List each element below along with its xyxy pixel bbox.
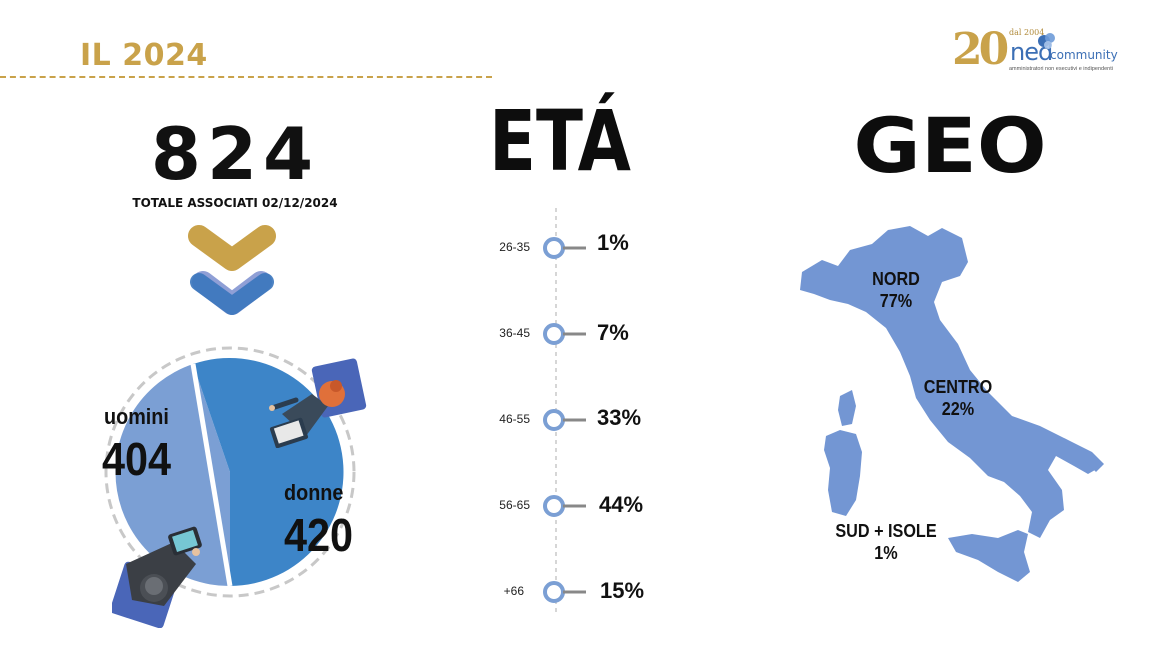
age-percent: 44% bbox=[599, 492, 644, 517]
logo-since-text: dal 2004 bbox=[1009, 28, 1045, 37]
region-name: SUD + ISOLE bbox=[835, 521, 937, 541]
logo-tagline: amministratori non esecutivi e indipende… bbox=[1009, 66, 1113, 72]
age-marker-icon bbox=[543, 237, 586, 259]
logo-anniversary-number: 20 bbox=[952, 24, 1009, 75]
age-section-title: ETÁ bbox=[488, 92, 631, 190]
total-members-number: 824 bbox=[150, 112, 320, 196]
age-percent: 1% bbox=[597, 230, 629, 255]
page-title: IL 2024 bbox=[80, 38, 208, 73]
age-range-label: 46-55 bbox=[499, 412, 530, 426]
men-label: uomini bbox=[104, 404, 169, 429]
women-label: donne bbox=[284, 480, 344, 505]
age-range-label: +66 bbox=[503, 584, 524, 598]
chevron-down-icon bbox=[188, 225, 276, 315]
age-percent: 7% bbox=[597, 320, 629, 345]
region-sud-isole: SUD + ISOLE 1% bbox=[832, 520, 940, 564]
logo-bubbles-icon bbox=[1038, 33, 1055, 49]
region-percent: 22% bbox=[941, 399, 975, 419]
total-members-caption: TOTALE ASSOCIATI 02/12/2024 bbox=[132, 196, 338, 210]
age-marker-icon bbox=[543, 581, 586, 603]
region-percent: 77% bbox=[879, 291, 913, 311]
businesswoman-illustration bbox=[269, 358, 367, 448]
age-percent: 33% bbox=[597, 405, 642, 430]
age-marker-icon bbox=[543, 495, 586, 517]
age-marker-icon bbox=[543, 409, 586, 431]
women-count: 420 bbox=[284, 509, 354, 561]
age-range-label: 56-65 bbox=[499, 498, 530, 512]
region-percent: 1% bbox=[874, 543, 898, 563]
age-percent: 15% bbox=[600, 578, 645, 603]
age-range-label: 36-45 bbox=[499, 326, 530, 340]
ned-community-logo: 20 dal 2004 ned community amministratori… bbox=[952, 26, 1122, 80]
region-nord: NORD 77% bbox=[842, 268, 950, 312]
logo-brand-suffix: community bbox=[1050, 48, 1118, 62]
region-name: NORD bbox=[872, 269, 920, 289]
region-centro: CENTRO 22% bbox=[904, 376, 1012, 420]
businessman-illustration bbox=[112, 526, 202, 628]
pie-outline bbox=[104, 346, 356, 598]
italy-map bbox=[800, 226, 1104, 582]
region-name: CENTRO bbox=[923, 377, 993, 397]
men-count: 404 bbox=[102, 433, 172, 485]
geo-section-title: GEO bbox=[853, 101, 1047, 190]
age-marker-icon bbox=[543, 323, 586, 345]
header-divider bbox=[0, 76, 492, 78]
age-range-label: 26-35 bbox=[499, 240, 530, 254]
